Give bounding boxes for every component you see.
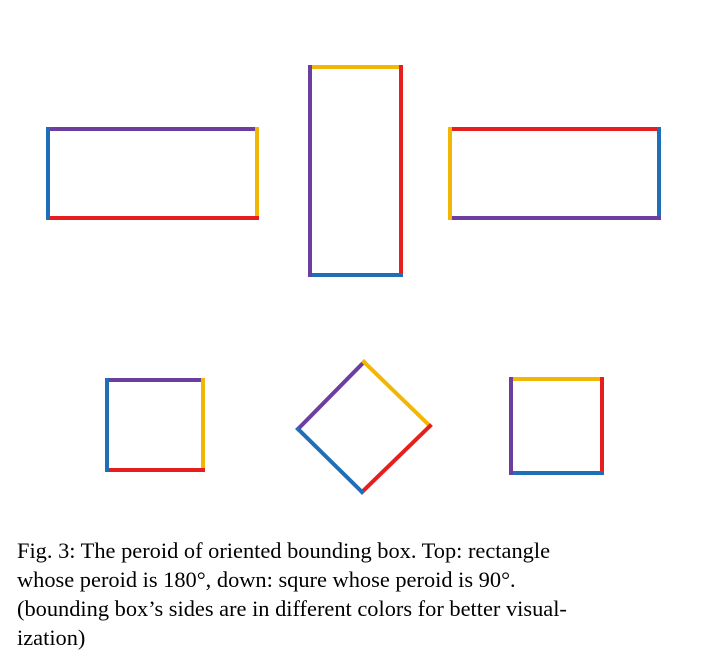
down-row — [105, 359, 604, 495]
square-b — [509, 377, 604, 475]
caption-line-1: Fig. 3: The peroid of oriented bounding … — [17, 538, 551, 563]
rotated-square-lower-right-side — [359, 423, 433, 495]
square-a — [105, 378, 205, 472]
vertical-rectangle — [308, 65, 403, 277]
caption-line-3: (bounding box’s sides are in different c… — [17, 596, 567, 621]
top-row — [46, 65, 661, 277]
horizontal-rectangle-a — [46, 127, 259, 220]
rotated-square — [295, 359, 433, 495]
figure-caption: Fig. 3: The peroid of oriented bounding … — [17, 536, 687, 652]
caption-line-4: ization) — [17, 625, 86, 650]
rotated-square-upper-right-side — [361, 359, 433, 429]
horizontal-rectangle-b — [448, 127, 661, 220]
caption-line-2: whose peroid is 180°, down: squre whose … — [17, 567, 516, 592]
rotated-square-lower-left-side — [295, 426, 365, 495]
rotated-square-upper-left-side — [295, 359, 367, 432]
figure-canvas — [46, 65, 661, 495]
